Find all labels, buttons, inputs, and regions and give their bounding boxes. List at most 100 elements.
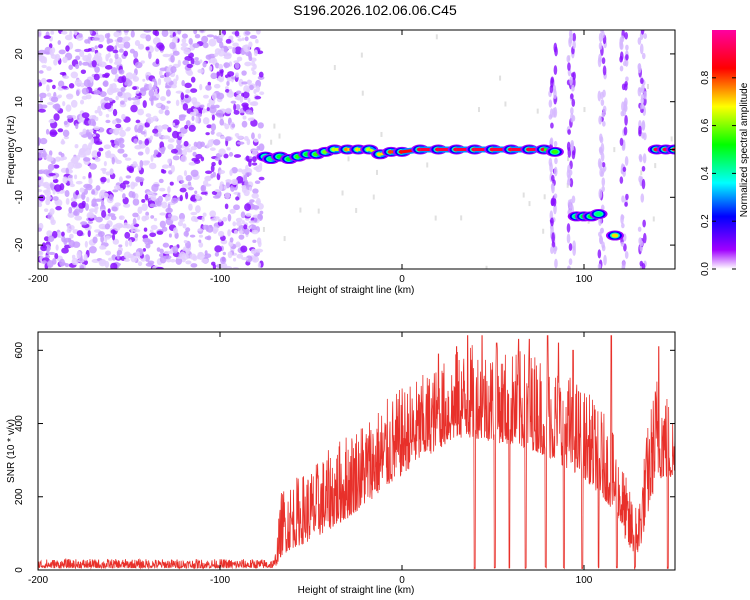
noise-blob <box>211 161 216 167</box>
noise-blob <box>232 221 237 227</box>
noise-blob <box>43 208 49 213</box>
noise-blob <box>38 82 43 87</box>
noise-blob <box>226 77 232 82</box>
noise-blob <box>94 157 101 162</box>
noise-blob <box>182 149 188 157</box>
noise-blob <box>156 230 164 235</box>
noise-speck <box>283 236 286 242</box>
spectrogram-xtick-label: 0 <box>399 274 405 285</box>
noise-blob <box>61 247 69 254</box>
noise-blob <box>214 104 220 109</box>
noise-blob <box>235 90 242 95</box>
noise-blob <box>248 186 253 192</box>
noise-blob <box>39 137 48 145</box>
noise-blob <box>188 124 196 132</box>
spectrogram-xtick-label: -100 <box>210 274 230 285</box>
noise-blob <box>61 85 68 89</box>
noise-blob <box>137 108 145 116</box>
noise-blob <box>201 35 209 44</box>
noise-blob <box>107 208 111 214</box>
noise-blob <box>95 185 101 191</box>
streak-blob <box>642 219 646 228</box>
noise-blob <box>46 230 53 237</box>
noise-blob <box>197 228 204 232</box>
noise-speck <box>372 194 375 200</box>
streak-blob <box>567 146 572 158</box>
noise-blob <box>224 203 229 210</box>
noise-blob <box>255 85 260 93</box>
noise-blob <box>255 38 259 44</box>
noise-blob <box>238 230 244 234</box>
streak-blob <box>600 99 605 107</box>
noise-blob <box>83 79 91 88</box>
noise-blob <box>192 43 200 49</box>
noise-blob <box>190 169 199 178</box>
noise-blob <box>44 51 52 55</box>
noise-blob <box>191 115 195 122</box>
noise-speck <box>587 218 590 224</box>
noise-blob <box>161 125 169 130</box>
noise-blob <box>115 123 122 129</box>
noise-blob <box>228 152 234 157</box>
noise-blob <box>74 48 82 53</box>
streak-blob <box>549 84 554 94</box>
noise-blob <box>105 113 110 118</box>
noise-speck <box>652 216 655 222</box>
noise-blob <box>75 55 81 61</box>
noise-blob <box>224 86 229 91</box>
noise-blob <box>245 213 252 217</box>
streak-blob <box>620 214 624 225</box>
noise-blob <box>252 239 257 244</box>
page-title: S196.2026.102.06.06.C45 <box>293 2 457 18</box>
noise-blob <box>255 248 264 253</box>
noise-blob <box>158 187 166 192</box>
noise-blob <box>47 163 55 171</box>
noise-blob <box>78 33 83 38</box>
noise-blob <box>215 109 224 118</box>
noise-blob <box>160 104 166 111</box>
noise-blob <box>61 30 68 35</box>
noise-blob <box>250 248 257 254</box>
noise-blob <box>185 191 189 200</box>
noise-blob <box>97 56 101 64</box>
noise-blob <box>95 52 102 58</box>
colorbar: 0.0 0.2 0.4 0.6 0.8 Normalized spectral ampl… <box>700 30 750 276</box>
noise-blob <box>102 80 109 88</box>
noise-blob <box>141 198 146 203</box>
noise-blob <box>53 164 60 169</box>
streak-blob <box>600 142 605 154</box>
noise-blob <box>219 41 224 49</box>
noise-blob <box>226 80 230 87</box>
noise-blob <box>253 89 257 95</box>
noise-blob <box>113 128 120 136</box>
noise-blob <box>245 155 250 162</box>
noise-blob <box>167 127 172 133</box>
noise-blob <box>118 176 123 183</box>
noise-blob <box>214 62 220 69</box>
noise-blob <box>146 191 154 195</box>
noise-blob <box>244 227 250 235</box>
noise-blob <box>86 196 90 203</box>
noise-blob <box>149 229 154 233</box>
streak-blob <box>603 254 607 266</box>
noise-blob <box>111 67 118 75</box>
noise-blob <box>52 178 59 184</box>
noise-blob <box>241 220 245 225</box>
noise-blob <box>130 104 138 113</box>
noise-blob <box>136 177 145 183</box>
noise-blob <box>144 138 150 146</box>
streak-blob <box>601 57 606 65</box>
streak-blob <box>567 199 572 209</box>
noise-blob <box>195 153 203 160</box>
noise-blob <box>148 162 157 170</box>
noise-blob <box>122 36 131 42</box>
noise-blob <box>132 212 139 218</box>
noise-blob <box>98 147 104 152</box>
noise-blob <box>200 185 205 193</box>
noise-blob <box>206 235 212 241</box>
noise-blob <box>192 101 201 108</box>
noise-blob <box>245 87 251 93</box>
noise-blob <box>70 99 78 108</box>
streak-blob <box>571 114 576 122</box>
